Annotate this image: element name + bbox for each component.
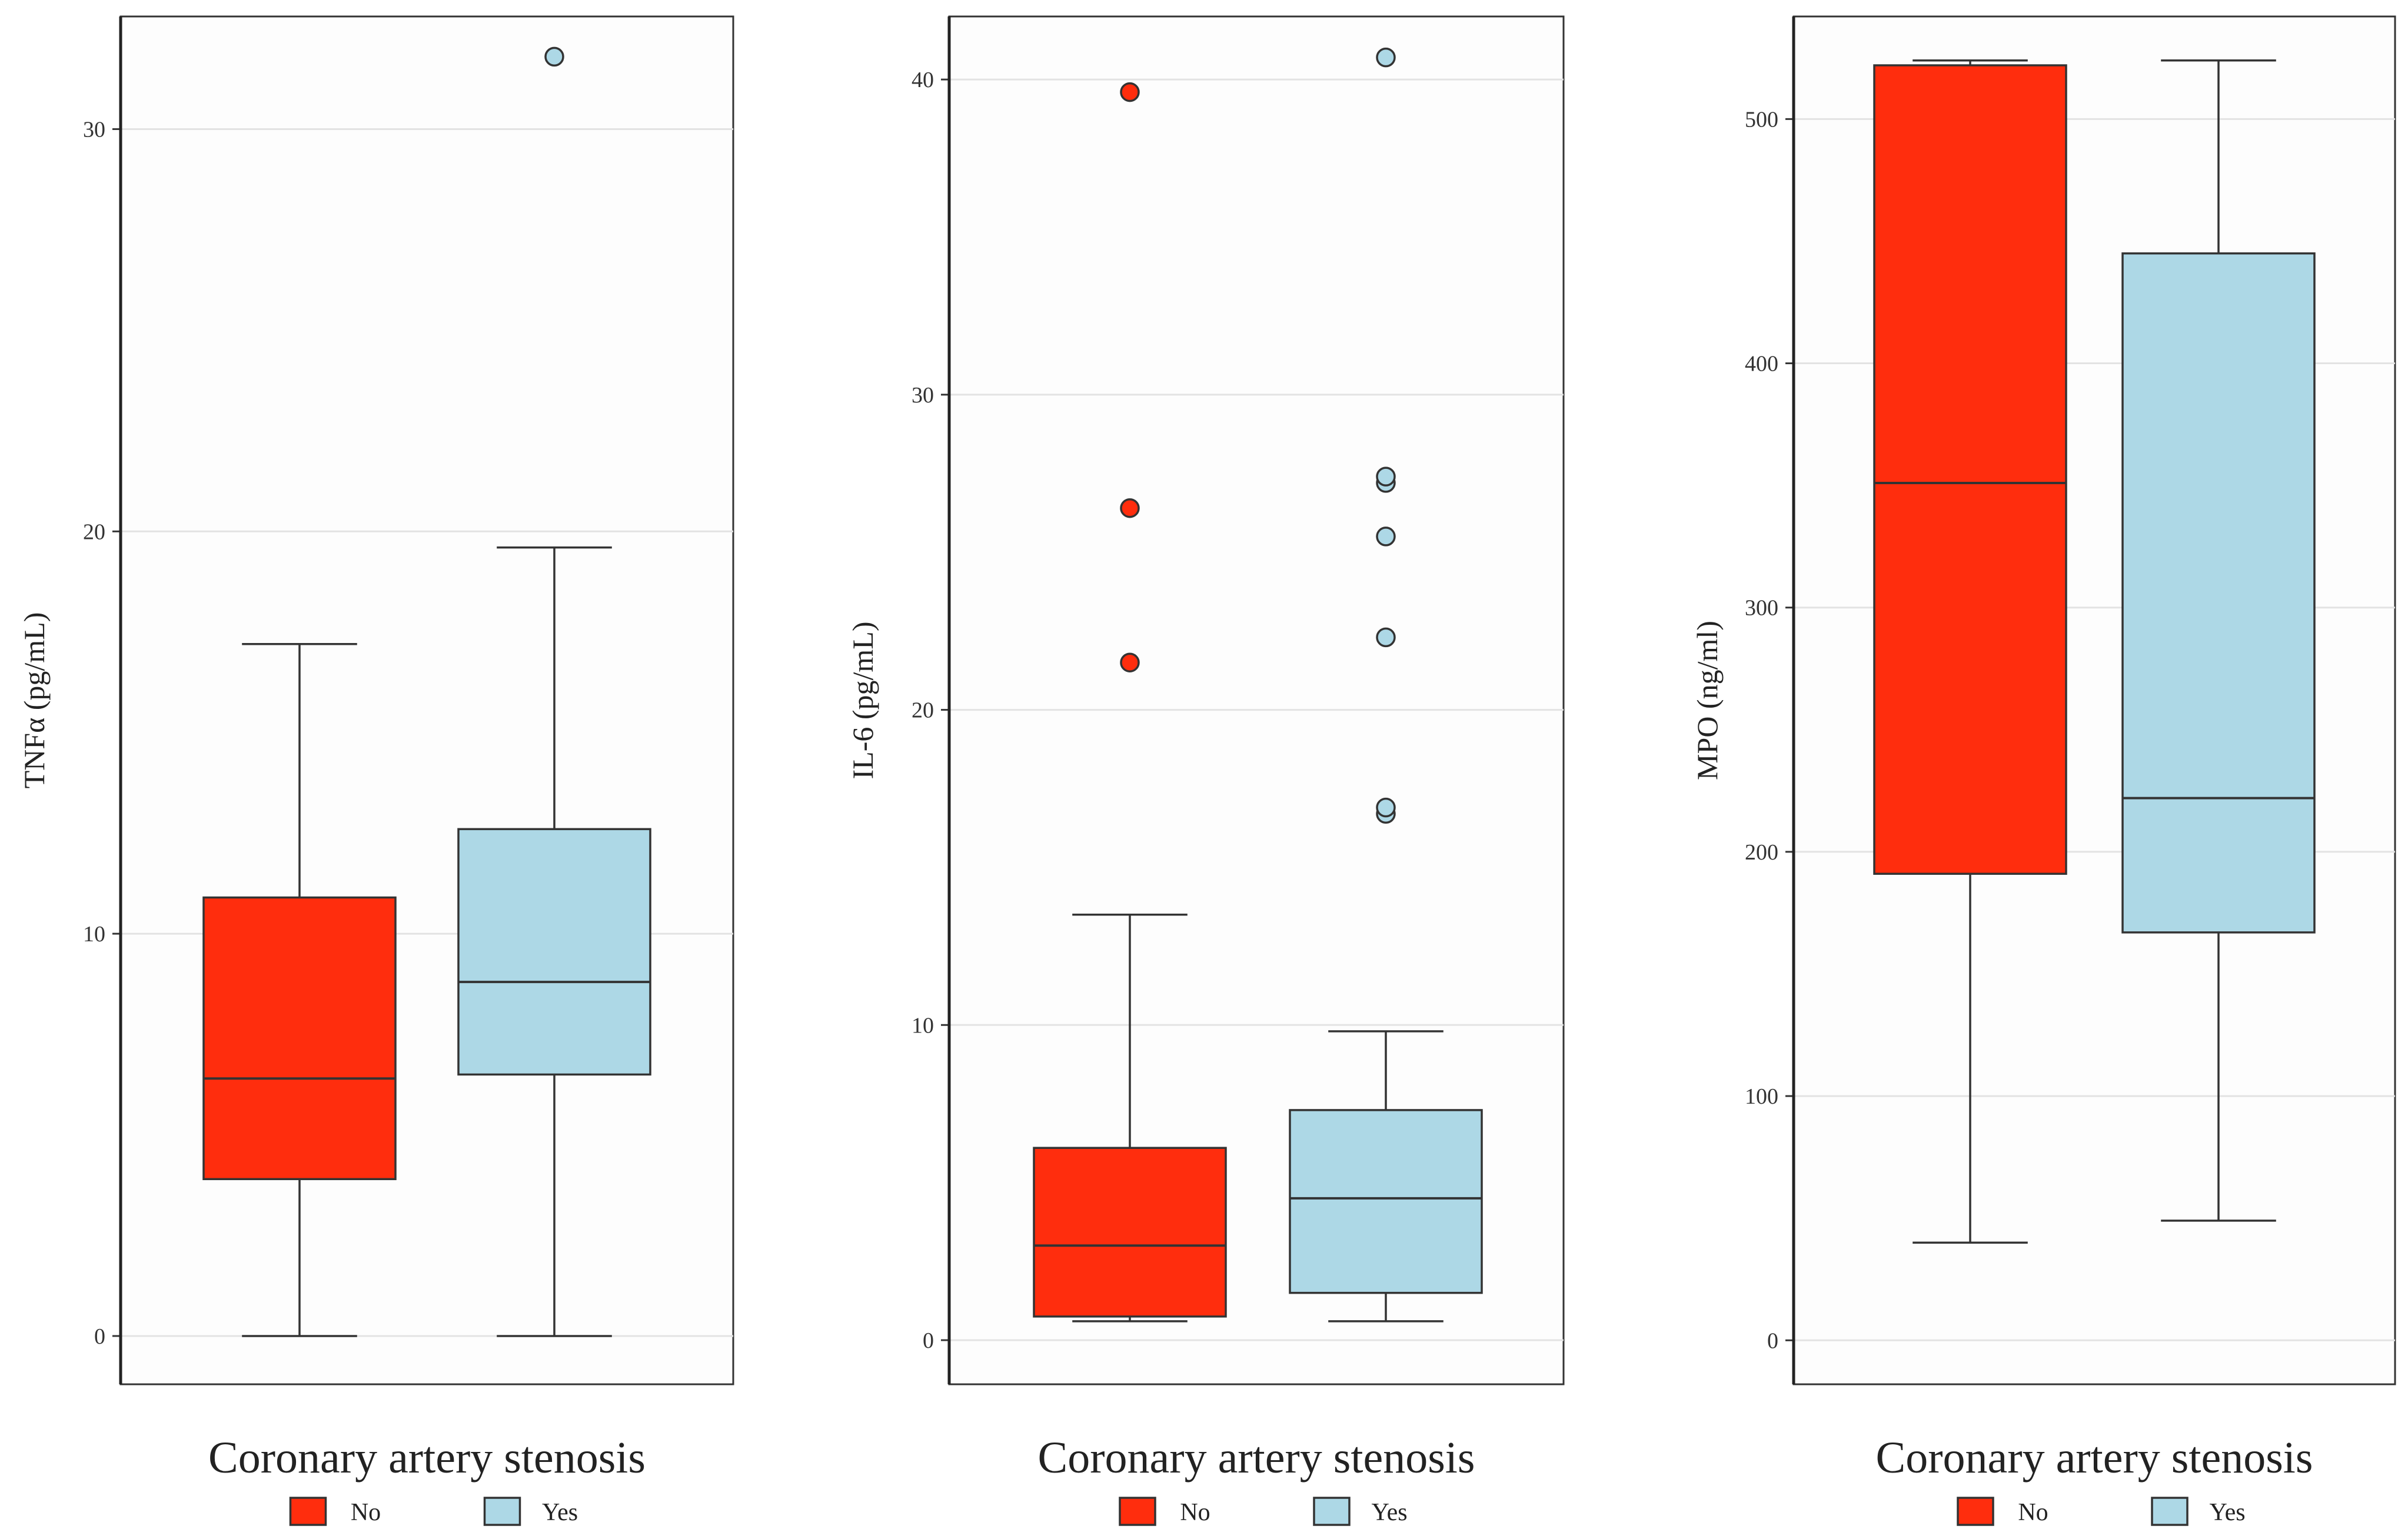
panel-2-y-tick-label-0: 0 xyxy=(923,1328,934,1353)
panel-3-y-tick-label-400: 400 xyxy=(1745,352,1778,377)
panel-2-group-yes-outlier-3 xyxy=(1376,627,1396,648)
panel-3-x-axis-title: Coronary artery stenosis xyxy=(1876,1433,2313,1483)
panel-1-chart: 0 10 20 30 TNFα (pg/mL) Coronary artery steno… xyxy=(18,15,734,1526)
panel-1-legend-label-yes: Yes xyxy=(542,1499,578,1526)
panel-2-group-no-box xyxy=(1033,1147,1227,1318)
panel-3-chart: 0 100 200 300 400 500 MPO (ng/ml) Coronary arte… xyxy=(1691,15,2396,1526)
panel-2-y-tick-label-30: 30 xyxy=(912,383,934,408)
panel-3-y-tick-label-300: 300 xyxy=(1745,596,1778,621)
panel-1-y-tick-label-20: 20 xyxy=(83,519,105,544)
panel-3-legend-swatch-no xyxy=(1957,1497,1994,1526)
panel-2-y-axis-title: IL-6 (pg/mL) xyxy=(846,622,879,780)
panel-1-y-axis-title: TNFα (pg/mL) xyxy=(18,612,51,789)
panel-1-group-yes-box xyxy=(457,828,651,1076)
panel-2-legend-swatch-yes xyxy=(1313,1497,1351,1526)
panel-2-group-no-outlier-3 xyxy=(1120,82,1140,102)
panel-3-group-no-box xyxy=(1873,64,2067,875)
panel-3-y-tick-label-200: 200 xyxy=(1745,840,1778,865)
panel-3-legend-label-yes: Yes xyxy=(2209,1499,2245,1526)
panel-3-y-axis-title: MPO (ng/ml) xyxy=(1691,621,1724,780)
panel-3-legend-label-no: No xyxy=(2018,1499,2048,1526)
panel-2-group-yes-outlier-4 xyxy=(1376,527,1396,547)
panel-3-group-yes-box xyxy=(2121,252,2316,934)
panel-1-group-no-box xyxy=(202,896,397,1180)
panel-3-y-tick-label-100: 100 xyxy=(1745,1084,1778,1109)
panel-2-y-tick-label-10: 10 xyxy=(912,1013,934,1038)
panel-2-group-no-outlier-2 xyxy=(1120,498,1140,518)
panel-2-group-yes-box xyxy=(1289,1109,1483,1294)
panel-2-x-axis-title: Coronary artery stenosis xyxy=(1038,1433,1475,1483)
panel-2-y-tick-label-40: 40 xyxy=(912,68,934,92)
panel-2-legend-label-yes: Yes xyxy=(1371,1499,1407,1526)
panel-1-y-tick-label-10: 10 xyxy=(83,922,105,947)
panel-2-chart: 0 10 20 30 40 IL-6 (pg/mL) Coronary artery ste… xyxy=(846,15,1565,1526)
panel-1-group-yes-outlier-1 xyxy=(544,46,564,67)
panel-3-legend-swatch-yes xyxy=(2151,1497,2189,1526)
panel-1-y-tick-label-30: 30 xyxy=(83,117,105,142)
panel-3-y-tick-label-0: 0 xyxy=(1767,1328,1778,1353)
panel-2-y-tick-label-20: 20 xyxy=(912,698,934,723)
panel-1-legend-swatch-no xyxy=(289,1497,327,1526)
panel-2-group-yes-outlier-6 xyxy=(1376,467,1396,487)
panel-2-legend-label-no: No xyxy=(1180,1499,1210,1526)
panel-1-y-tick-label-0: 0 xyxy=(94,1324,105,1349)
panel-1-legend-swatch-yes xyxy=(483,1497,521,1526)
panel-1-x-axis-title: Coronary artery stenosis xyxy=(208,1433,646,1483)
panel-3-y-tick-label-500: 500 xyxy=(1745,107,1778,132)
panel-2-group-yes-outlier-7 xyxy=(1376,47,1396,68)
panel-1-legend-label-no: No xyxy=(351,1499,381,1526)
panel-2-legend-swatch-no xyxy=(1119,1497,1156,1526)
panel-2-group-no-outlier-1 xyxy=(1120,652,1140,672)
panel-2-group-yes-outlier-2 xyxy=(1376,797,1396,818)
